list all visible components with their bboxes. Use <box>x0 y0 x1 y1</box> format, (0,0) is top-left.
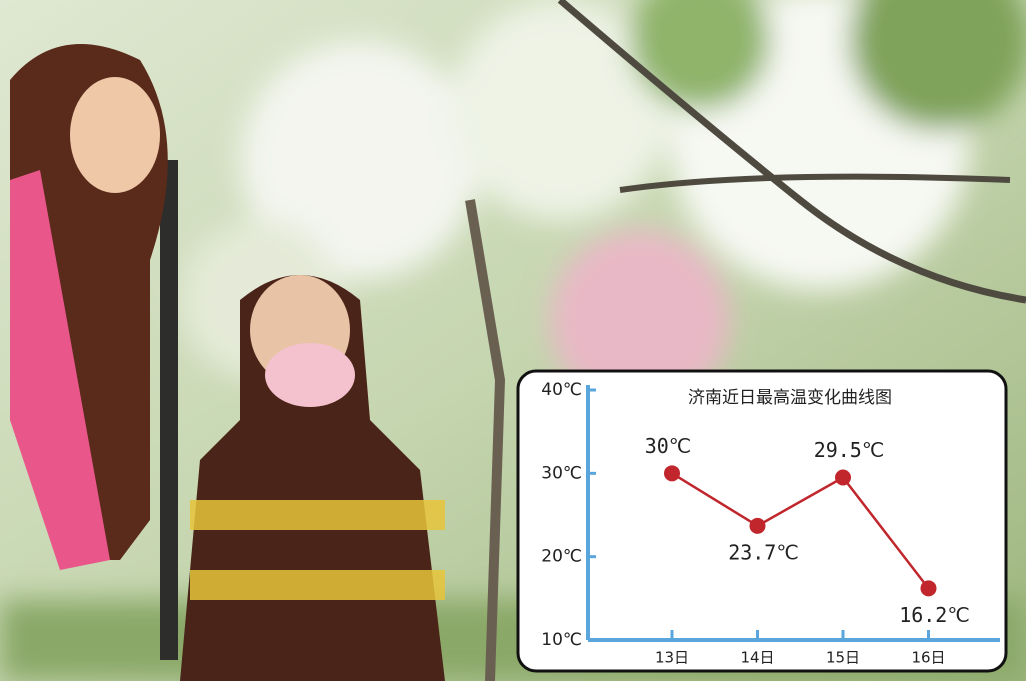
y-tick-label: 10℃ <box>541 630 582 650</box>
point <box>664 465 680 482</box>
point <box>749 517 766 534</box>
value-label: 23.7℃ <box>728 540 799 564</box>
value-label: 30℃ <box>645 434 692 458</box>
point <box>920 580 937 597</box>
line <box>671 472 930 590</box>
y-tick-label: 20℃ <box>541 547 582 567</box>
value-label: 29.5℃ <box>814 438 885 462</box>
x-tick-label: 16日 <box>911 649 945 667</box>
value-label: 16.2℃ <box>899 603 970 627</box>
point <box>835 469 851 486</box>
x-tick-label: 14日 <box>740 649 774 667</box>
chart-title: 济南近日最高温变化曲线图 <box>688 388 892 408</box>
y-tick-label: 40℃ <box>541 380 582 400</box>
x-tick-label: 13日 <box>655 649 689 667</box>
y-tick-label: 30℃ <box>541 463 582 483</box>
x-tick-label: 15日 <box>826 649 860 667</box>
